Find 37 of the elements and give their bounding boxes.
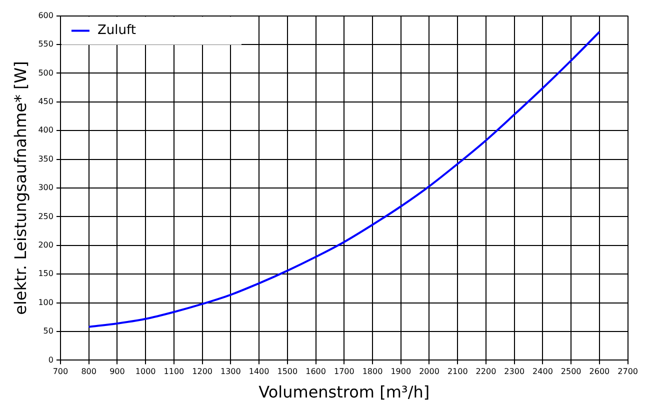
y-tick-label: 300 xyxy=(38,183,54,192)
y-tick-label: 550 xyxy=(38,40,54,49)
x-tick-label: 1100 xyxy=(164,367,184,376)
y-tick-label: 200 xyxy=(38,240,54,250)
y-tick-label: 0 xyxy=(48,355,54,364)
x-tick-label: 2400 xyxy=(532,367,553,376)
y-tick-label: 50 xyxy=(43,326,54,336)
x-tick-label: 800 xyxy=(81,367,96,376)
legend-label: Zuluft xyxy=(97,23,136,38)
y-tick-label: 350 xyxy=(38,154,54,164)
y-tick-label: 400 xyxy=(38,126,54,135)
x-tick-label: 2700 xyxy=(618,367,638,376)
x-tick-label: 2600 xyxy=(589,367,610,376)
x-axis-title: Volumenstrom [m³/h] xyxy=(258,382,430,402)
x-tick-label: 1400 xyxy=(248,367,270,376)
x-tick-label: 1900 xyxy=(390,367,412,376)
x-tick-label: 1700 xyxy=(334,367,354,376)
y-tick-label: 500 xyxy=(38,68,54,78)
x-tick-label: 2200 xyxy=(476,367,496,376)
y-tick-label: 100 xyxy=(38,298,54,307)
x-tick-label: 1600 xyxy=(306,367,326,376)
x-tick-label: 1800 xyxy=(362,367,383,376)
x-tick-label: 2100 xyxy=(447,367,468,376)
x-tick-label: 1500 xyxy=(277,367,298,376)
y-tick-label: 600 xyxy=(38,10,54,20)
x-tick-label: 900 xyxy=(110,367,125,376)
y-tick-label: 150 xyxy=(38,269,54,278)
x-tick-label: 2000 xyxy=(419,367,440,376)
x-tick-label: 2300 xyxy=(504,367,525,376)
y-tick-label: 450 xyxy=(38,96,54,106)
x-tick-label: 1000 xyxy=(135,367,156,376)
x-tick-label: 1300 xyxy=(220,367,241,376)
x-tick-label: 1200 xyxy=(192,367,212,376)
x-tick-label: 700 xyxy=(52,367,68,376)
x-tick-label: 2500 xyxy=(560,367,582,376)
y-tick-label: 250 xyxy=(38,212,54,221)
y-axis-title: elektr. Leistungsaufnahme* [W] xyxy=(10,61,30,315)
